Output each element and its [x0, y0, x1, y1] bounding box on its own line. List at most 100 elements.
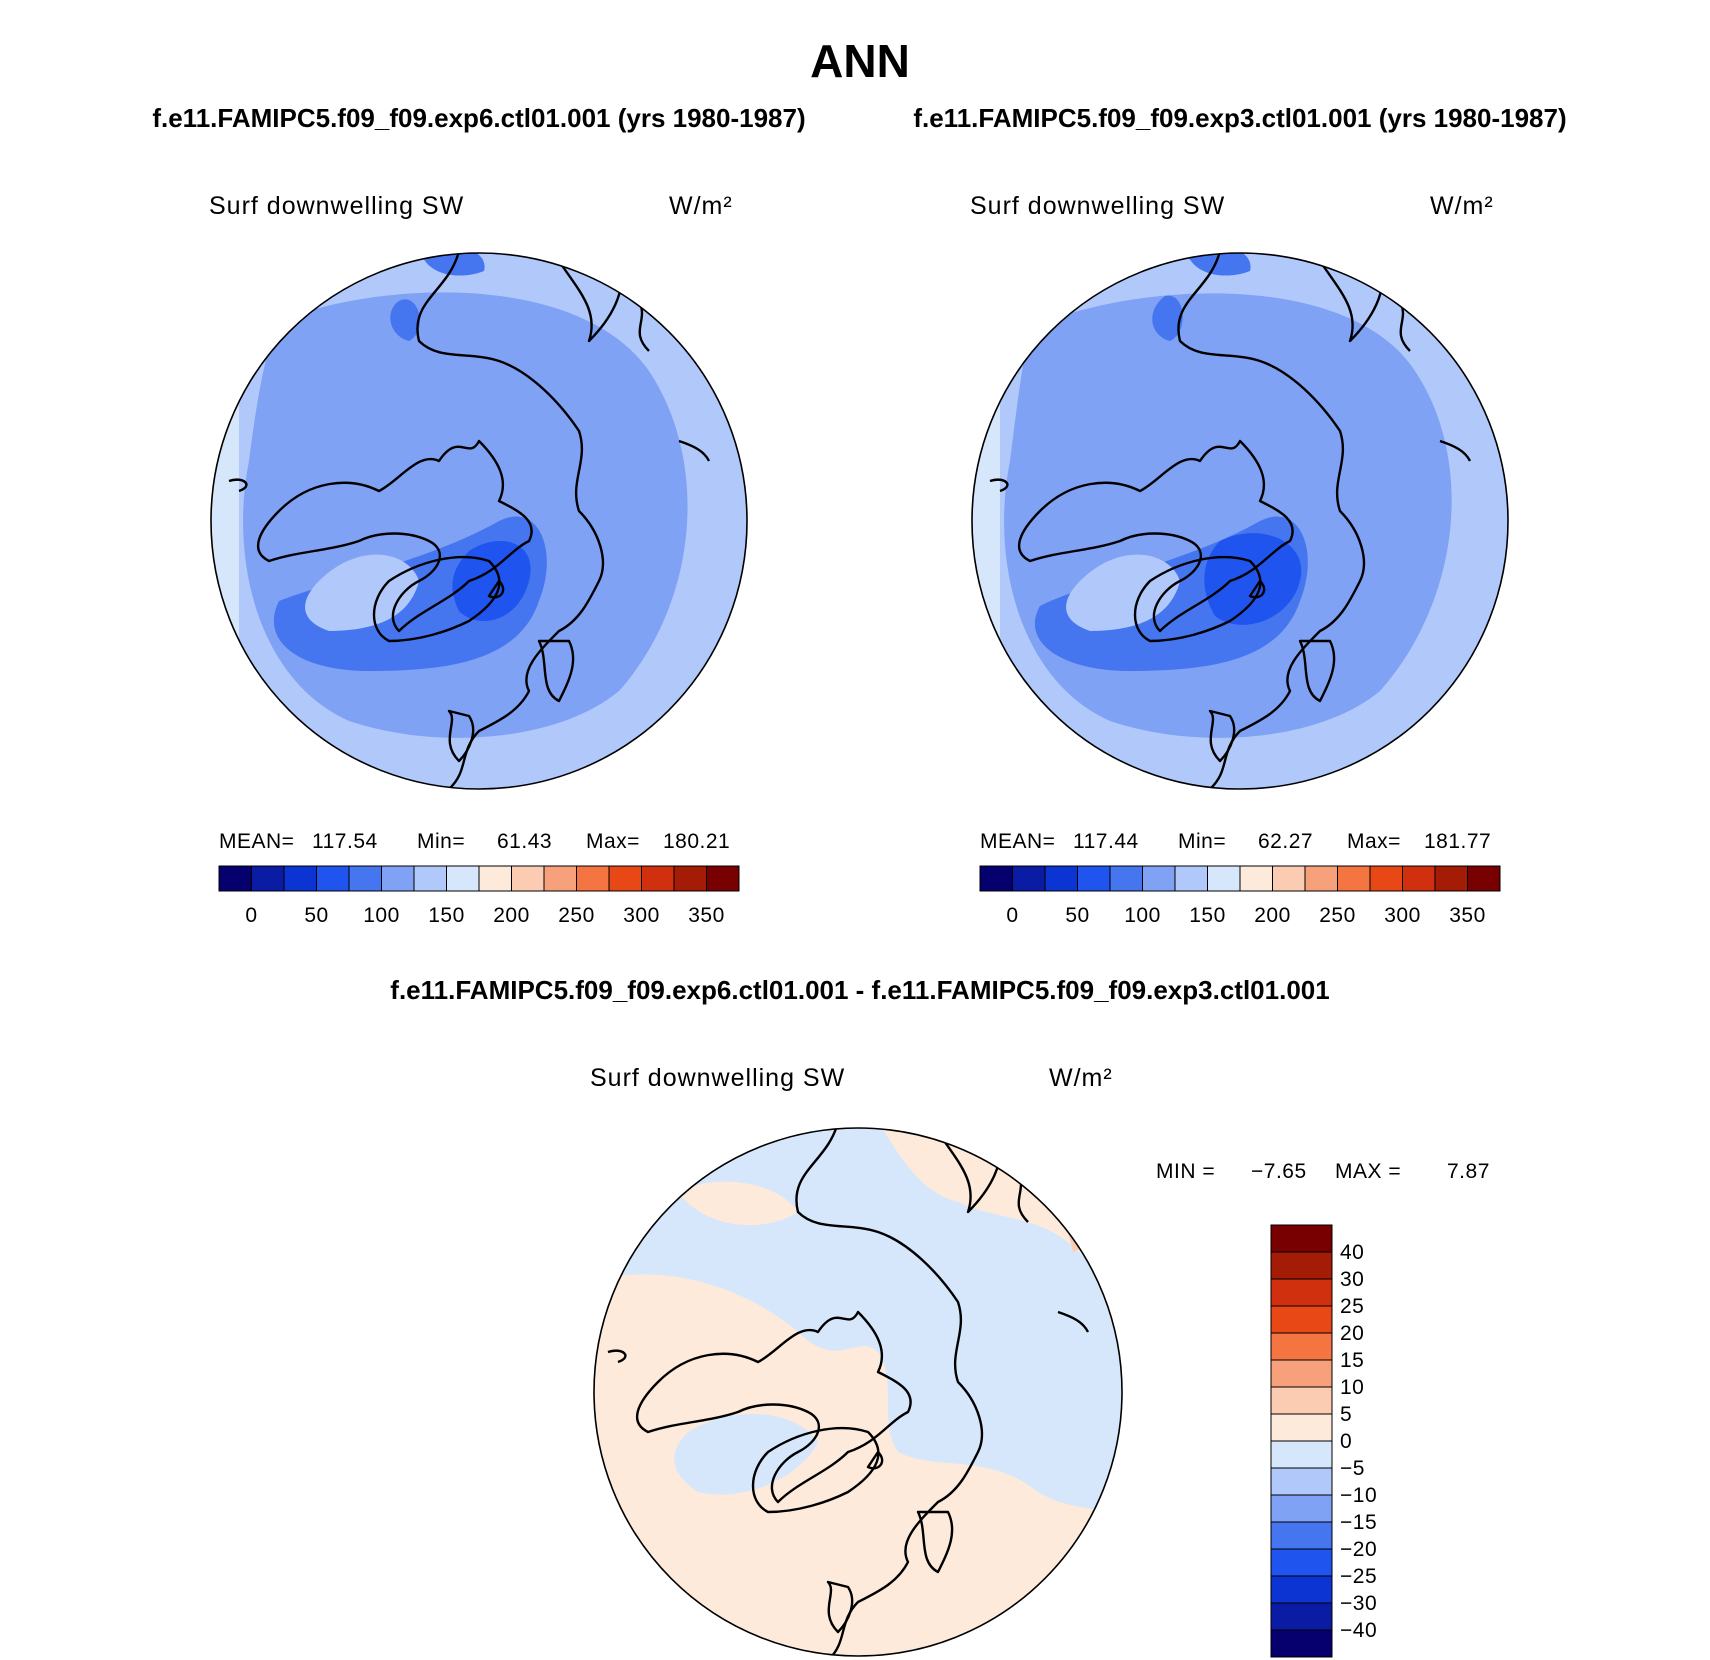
stats: MIN = −7.65 MAX = 7.87	[1156, 1160, 1490, 1183]
colorbar-box	[218, 865, 252, 892]
colorbar-box	[446, 865, 480, 892]
colorbar-label: −20	[1340, 1538, 1377, 1561]
panel-case: f.e11.FAMIPC5.f09_f09.exp3.ctl01.001 (yr…	[913, 103, 1566, 133]
colorbar-box	[1270, 1521, 1333, 1550]
units-label: W/m²	[1430, 192, 1494, 220]
colorbar-box	[413, 865, 447, 892]
colorbar-label: 20	[1340, 1322, 1364, 1345]
colorbar-box	[1270, 1440, 1333, 1469]
colorbar-box	[1272, 865, 1306, 892]
colorbar-box	[316, 865, 350, 892]
colorbar-box	[251, 865, 285, 892]
stat-label: MAX =	[1335, 1160, 1401, 1183]
colorbar-box	[1270, 1413, 1333, 1442]
variable-label: Surf downwelling SW	[590, 1064, 845, 1092]
stats: MEAN= 117.54 Min= 61.43 Max= 180.21	[219, 830, 730, 853]
colorbar-label: 5	[1340, 1403, 1352, 1426]
colorbar-box	[1270, 1548, 1333, 1577]
colorbar-box	[1270, 1602, 1333, 1631]
colorbar-box	[1012, 865, 1046, 892]
colorbar-box	[1270, 1224, 1333, 1253]
colorbar-box	[608, 865, 642, 892]
colorbar: 0 50 100 150 200 250 300 350	[979, 865, 1501, 927]
polar-map	[971, 252, 1509, 790]
colorbar-box	[1270, 1305, 1333, 1334]
colorbar-box	[979, 865, 1013, 892]
stat-value: 181.77	[1424, 830, 1491, 853]
colorbar-box	[1270, 1467, 1333, 1496]
colorbar: 0 50 100 150 200 250 300 350	[218, 865, 740, 927]
colorbar-label: −10	[1340, 1484, 1377, 1507]
colorbar-label: 250	[558, 904, 595, 927]
stat-label: Max=	[1347, 830, 1401, 853]
colorbar-box	[1270, 1575, 1333, 1604]
colorbar-box	[1270, 1332, 1333, 1361]
colorbar-box	[1304, 865, 1338, 892]
stat-value: 117.44	[1073, 830, 1139, 853]
colorbar-label: 100	[363, 904, 400, 927]
stat-value: 62.27	[1258, 830, 1313, 853]
colorbar: 40 30 25 20 15 10 5 0 −5 −10 −15 −20 −25 −30 −40	[1270, 1224, 1377, 1658]
colorbar-label: 0	[1340, 1430, 1352, 1453]
stat-label: Min=	[1178, 830, 1226, 853]
stat-label: MIN =	[1156, 1160, 1215, 1183]
colorbar-box	[1077, 865, 1111, 892]
figure-title: ANN	[810, 35, 910, 87]
stat-label: MEAN=	[219, 830, 294, 853]
stat-label: MEAN=	[980, 830, 1055, 853]
colorbar-box	[1109, 865, 1143, 892]
variable-label: Surf downwelling SW	[970, 192, 1225, 220]
stat-value: 180.21	[663, 830, 730, 853]
panel-case: f.e11.FAMIPC5.f09_f09.exp6.ctl01.001 (yr…	[152, 103, 805, 133]
colorbar-box	[1142, 865, 1176, 892]
colorbar-label: 150	[428, 904, 465, 927]
colorbar-label: 30	[1340, 1268, 1364, 1291]
colorbar-label: −30	[1340, 1592, 1377, 1615]
colorbar-box	[673, 865, 707, 892]
colorbar-label: 300	[1384, 904, 1421, 927]
colorbar-label: 0	[1006, 904, 1018, 927]
colorbar-box	[641, 865, 675, 892]
colorbar-label: 100	[1124, 904, 1161, 927]
polar-map	[210, 252, 748, 790]
colorbar-box	[1270, 1278, 1333, 1307]
colorbar-label: −5	[1340, 1457, 1365, 1480]
colorbar-label: 200	[493, 904, 530, 927]
colorbar-box	[1270, 1251, 1333, 1280]
colorbar-box	[348, 865, 382, 892]
stat-label: Min=	[417, 830, 465, 853]
colorbar-box	[1270, 1386, 1333, 1415]
colorbar-label: 15	[1340, 1349, 1364, 1372]
colorbar-box	[706, 865, 740, 892]
colorbar-label: 150	[1189, 904, 1226, 927]
stat-value: 117.54	[312, 830, 378, 853]
colorbar-label: 0	[245, 904, 257, 927]
colorbar-box	[1207, 865, 1241, 892]
colorbar-box	[576, 865, 610, 892]
units-label: W/m²	[669, 192, 733, 220]
colorbar-label: 250	[1319, 904, 1356, 927]
colorbar-box	[1434, 865, 1468, 892]
colorbar-box	[1270, 1629, 1333, 1658]
colorbar-label: −40	[1340, 1619, 1377, 1642]
stats: MEAN= 117.44 Min= 62.27 Max= 181.77	[980, 830, 1491, 853]
colorbar-label: 25	[1340, 1295, 1364, 1318]
colorbar-label: 50	[304, 904, 328, 927]
colorbar-label: 200	[1254, 904, 1291, 927]
colorbar-box	[478, 865, 512, 892]
colorbar-box	[1239, 865, 1273, 892]
stat-value: 61.43	[497, 830, 552, 853]
colorbar-box	[1369, 865, 1403, 892]
colorbar-box	[543, 865, 577, 892]
colorbar-box	[511, 865, 545, 892]
polar-map	[593, 1127, 1123, 1657]
colorbar-label: −25	[1340, 1565, 1377, 1588]
stat-value: 7.87	[1447, 1160, 1490, 1183]
colorbar-label: 10	[1340, 1376, 1364, 1399]
units-label: W/m²	[1049, 1064, 1113, 1092]
colorbar-label: 350	[1449, 904, 1486, 927]
colorbar-label: 300	[623, 904, 660, 927]
colorbar-box	[1402, 865, 1436, 892]
